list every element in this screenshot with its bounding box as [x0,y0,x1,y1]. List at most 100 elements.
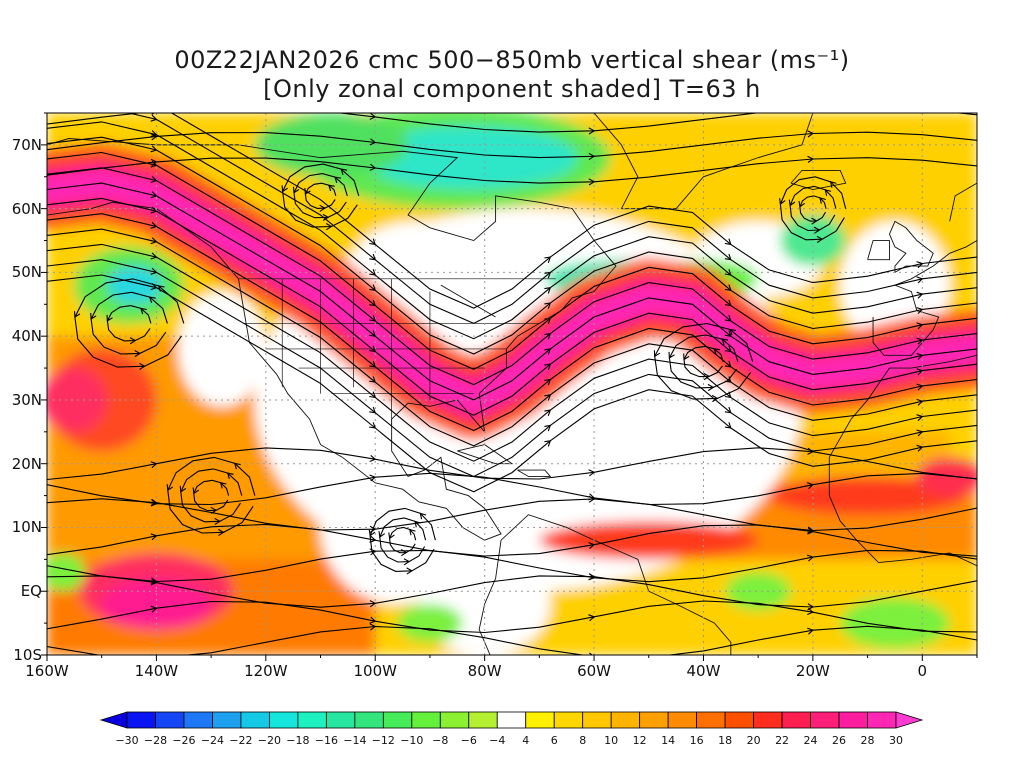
map-frame [46,112,978,656]
streamline-arrow [807,130,814,138]
streamline-arrow [807,607,814,616]
streamline-arrow [73,311,81,319]
colorbar-swatch [867,711,897,729]
streamline-arrow [369,616,377,624]
streamline-arrow [369,360,377,368]
streamline-arrow [816,235,824,243]
streamline-arrow [151,654,153,655]
gridlines [47,113,977,655]
streamline-arrow [544,348,552,355]
streamline-arrow [369,535,377,543]
streamline-arrow [819,197,826,204]
shade-region [101,578,212,630]
streamline-arrow [588,127,596,135]
streamline-arrow [406,567,413,575]
streamline-arrow [150,133,158,141]
lon-label: 160W [25,662,69,680]
streamline [47,228,977,447]
streamline-arrow [721,338,729,345]
streamline-arrow [90,312,97,320]
streamline-arrow [210,506,218,514]
streamline-arrow [369,238,377,246]
coastline [790,169,847,190]
streamline-arrow [150,206,158,214]
lat-label: 30N [11,390,42,409]
shade-region [47,368,108,432]
streamline-arrow [150,158,158,167]
streamline-arrow [369,600,377,608]
streamline-arrow [192,487,200,495]
colorbar-swatch [382,711,413,729]
streamline [47,523,977,557]
lat-label: 10S [13,646,42,664]
streamline-arrow [544,302,552,309]
streamline-arrow [369,391,377,399]
streamline-arrow [724,360,732,368]
colorbar-swatch [696,711,726,729]
streamline-arrow [916,276,924,284]
colorbar-label: −10 [400,734,424,747]
lon-label: 20W [795,662,830,680]
shade-region [539,521,759,560]
colorbar-swatch [411,711,441,729]
streamline-arrow [140,307,147,315]
coastline [47,138,617,541]
streamline-arrow [588,493,596,501]
streamline-arrow [218,528,225,536]
streamline-arrow [813,226,821,234]
colorbar-swatch [781,711,811,729]
streamline-arrow [369,269,377,276]
shade-region [725,572,791,611]
colorbar-label: −8 [432,734,449,747]
streamline-arrow [544,424,552,432]
streamline-arrow [369,163,377,171]
streamline-arrow [724,422,732,429]
streamline-arrow [369,376,377,383]
streamline-arrow [808,105,813,111]
lat-label: 60N [11,199,42,218]
chart-title: 00Z22JAN2026 cmc 500−850mb vertical shea… [174,46,850,74]
streamline-arrow [544,287,552,294]
streamline [47,625,977,655]
streamline-arrow [334,176,342,183]
colorbar-label: 30 [889,734,903,747]
coastline [828,354,977,567]
colorbar-swatch [354,711,384,729]
lon-label: 120W [244,662,288,680]
streamline-arrow [369,623,377,631]
streamline [47,182,977,401]
lat-label: EQ [20,582,42,601]
shade-region [916,457,977,496]
colorbar-swatch [240,711,270,729]
colorbar-label: −14 [343,734,367,747]
lon-label: 80W [467,662,502,680]
shade-region [397,603,463,643]
streamline-arrow [544,440,552,447]
colorbar-arrow-low [99,711,128,729]
streamline-arrow [234,462,241,470]
streamline-arrow [707,383,715,392]
coastline [593,113,639,209]
colorbar-label: 18 [718,734,733,747]
shade-region [588,361,764,464]
streamline-arrow [729,328,737,336]
streamline [47,157,977,184]
shade-region [107,266,162,305]
streamline [47,121,977,340]
streamline-arrow [807,447,814,455]
lon-label: 0 [917,662,928,680]
streamline-arrow [281,185,288,193]
shade-region [320,450,474,604]
streamline-arrow [179,485,187,493]
lon-label: 140W [134,662,179,680]
streamline-arrow [711,394,719,403]
streamline-arrow [588,469,596,477]
streamline-arrow [325,223,333,231]
colorbar-label: −30 [115,734,139,747]
streamline-arrow [400,549,408,557]
streamline [47,259,977,478]
streamline-arrow [319,204,326,212]
shade-region [178,291,266,407]
streamline-arrow [916,337,924,345]
streamline [47,167,977,386]
